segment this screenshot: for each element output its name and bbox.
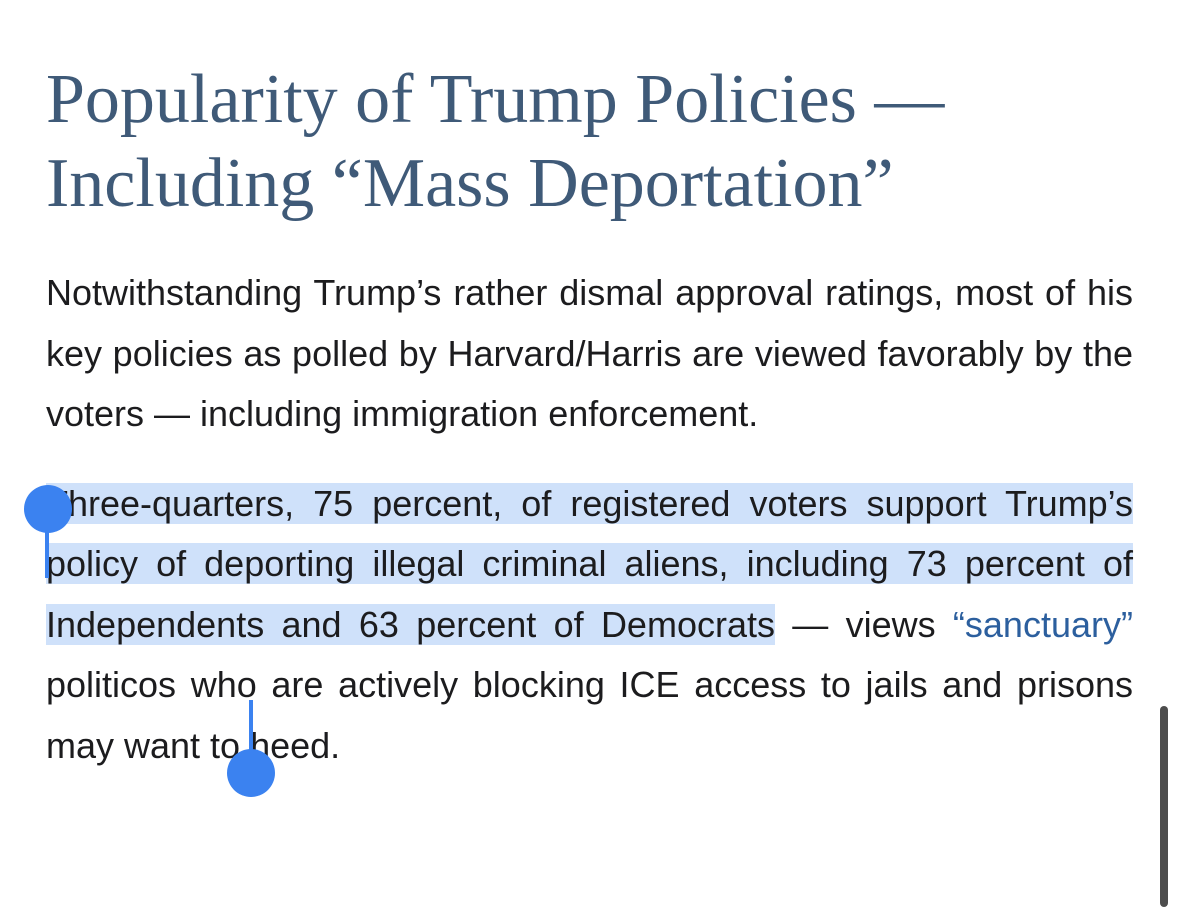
selection-start-handle[interactable] xyxy=(24,485,72,533)
selected-text[interactable]: Three-quarters, 75 percent, of registere… xyxy=(46,482,1133,645)
paragraph-2-text-after-selection: — views xyxy=(774,603,953,645)
scrollbar[interactable] xyxy=(1160,706,1168,907)
selection-end-handle[interactable] xyxy=(227,749,275,797)
sanctuary-link[interactable]: “sanctuary” xyxy=(952,603,1133,645)
article-headline: Popularity of Trump Policies — Including… xyxy=(46,61,945,222)
paragraph-1: Notwithstanding Trump’s rather dismal ap… xyxy=(46,272,1133,434)
selection-end-handle-bar[interactable] xyxy=(249,700,253,760)
selection-start-handle-bar[interactable] xyxy=(45,520,49,578)
article: Popularity of Trump Policies — Including… xyxy=(46,58,1133,776)
paragraph-2-text-end: politicos who are actively blocking ICE … xyxy=(46,664,1133,766)
paragraph-2: Three-quarters, 75 percent, of registere… xyxy=(46,474,1133,777)
